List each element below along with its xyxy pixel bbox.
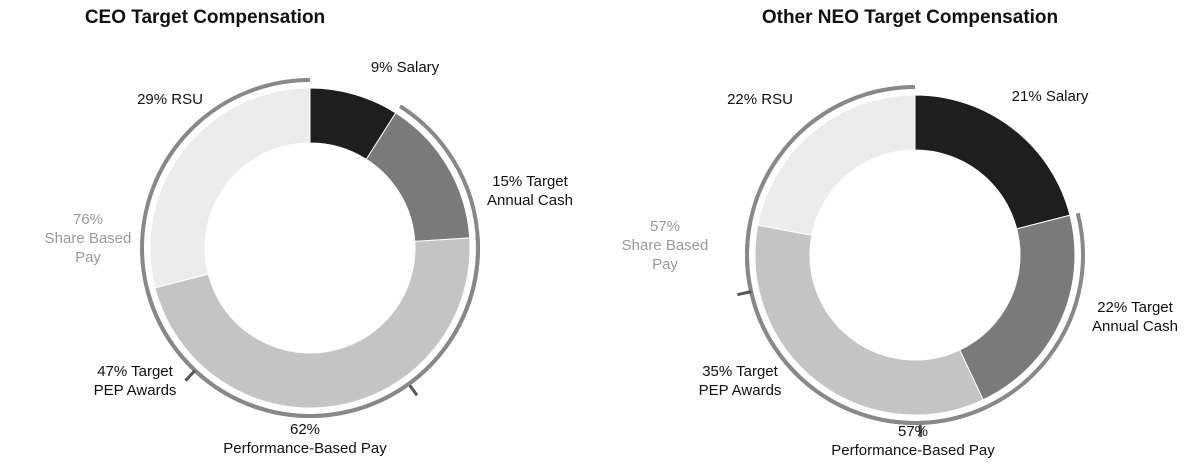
segment-label: 21% Salary <box>1012 88 1089 105</box>
bracket-label: 57% <box>650 218 680 235</box>
bracket-label: Performance-Based Pay <box>223 440 387 457</box>
donut-segment <box>914 94 1071 230</box>
donut-segment <box>754 224 984 416</box>
bracket-tick <box>184 369 197 382</box>
bracket-label: Share Based <box>45 230 132 247</box>
chart-title: CEO Target Compensation <box>85 7 325 28</box>
segment-label: PEP Awards <box>94 382 177 399</box>
bracket-label: Share Based <box>622 237 709 254</box>
bracket-arc <box>745 85 988 425</box>
segment-label: 15% Target <box>492 173 568 190</box>
segment-label: 22% Target <box>1097 299 1173 316</box>
bracket-label: 76% <box>73 211 103 228</box>
segment-label: 22% RSU <box>727 91 793 108</box>
bracket-label: 62% <box>290 421 320 438</box>
bracket-tick <box>737 290 752 297</box>
bracket-arc <box>140 78 480 418</box>
segment-label: 47% Target <box>97 363 173 380</box>
donut-segment <box>154 237 471 409</box>
bracket-label: Pay <box>75 249 101 266</box>
chart-title: Other NEO Target Compensation <box>762 7 1058 28</box>
segment-label: PEP Awards <box>699 382 782 399</box>
donut-segment <box>757 94 916 236</box>
segment-label: Annual Cash <box>487 192 573 209</box>
donut-segment <box>149 87 311 289</box>
segment-label: 35% Target <box>702 363 778 380</box>
donut-segment <box>959 214 1076 401</box>
segment-label: 29% RSU <box>137 91 203 108</box>
bracket-label: Performance-Based Pay <box>831 442 995 459</box>
segment-label: Annual Cash <box>1092 318 1178 335</box>
bracket-tick <box>407 383 419 397</box>
segment-label: 9% Salary <box>371 59 440 76</box>
bracket-label: Pay <box>652 256 678 273</box>
bracket-label: 57% <box>898 423 928 440</box>
